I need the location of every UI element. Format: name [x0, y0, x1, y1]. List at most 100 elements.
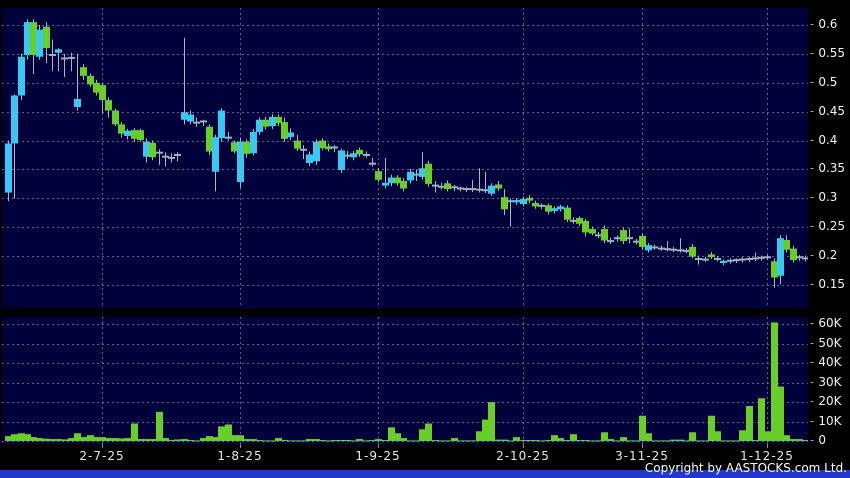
volume-bar — [783, 435, 790, 441]
volume-axis-label: -30K — [810, 376, 841, 389]
doji-mark — [570, 219, 577, 222]
volume-bar — [61, 439, 68, 441]
price-axis-label: -0.25 — [810, 220, 845, 233]
candle-body — [137, 130, 144, 140]
volume-bar — [482, 419, 489, 441]
candle-body — [520, 198, 527, 205]
doji-mark — [363, 154, 370, 156]
volume-bar — [407, 440, 414, 442]
candle-body — [338, 150, 345, 171]
volume-bar — [633, 440, 640, 442]
volume-bar — [413, 440, 420, 442]
date-tick — [642, 444, 643, 448]
volume-axis-label-value: 50K — [818, 336, 842, 350]
price-axis-label-value: 0.25 — [818, 219, 846, 233]
candle-body — [400, 181, 407, 189]
volume-bar — [306, 439, 313, 441]
candle-body — [394, 177, 401, 184]
axis-tick-dash: - — [810, 433, 815, 447]
doji-mark — [344, 154, 351, 157]
volume-bar — [538, 440, 545, 442]
candle-body — [55, 49, 62, 53]
axis-tick-dash: - — [810, 355, 815, 369]
volume-bar — [269, 440, 276, 442]
candle-body — [250, 131, 257, 154]
candle-body — [124, 130, 131, 136]
volume-bar — [231, 435, 238, 441]
candle-body — [501, 197, 508, 210]
volume-axis-label: -0 — [810, 434, 826, 447]
volume-bars-layer — [5, 322, 808, 442]
candle-body — [131, 130, 138, 139]
volume-bar — [275, 438, 282, 441]
volume-axis-label: -10K — [810, 415, 841, 428]
doji-mark — [476, 188, 483, 191]
volume-bar — [344, 440, 351, 442]
volume-bar — [495, 439, 502, 441]
doji-mark — [457, 187, 464, 190]
candle-body — [275, 116, 282, 124]
volume-bar — [206, 436, 213, 441]
candle-body — [407, 171, 414, 181]
candle-body — [425, 163, 432, 184]
candle-body — [388, 177, 395, 184]
volume-bar — [507, 440, 514, 442]
volume-bar — [388, 427, 395, 441]
volume-bar — [325, 440, 332, 442]
volume-bar — [225, 424, 232, 441]
volume-bar — [99, 437, 106, 441]
candle-body — [243, 141, 250, 154]
volume-bar — [200, 438, 207, 441]
volume-axis-label-value: 60K — [818, 316, 842, 330]
candle-body — [43, 26, 50, 49]
candle-body — [532, 202, 539, 207]
volume-bar — [720, 440, 727, 442]
price-axis-label-value: 0.15 — [818, 277, 846, 291]
volume-bar — [181, 439, 188, 441]
axis-tick-dash: - — [810, 248, 815, 262]
volume-bar — [256, 440, 263, 442]
doji-mark — [614, 237, 621, 240]
volume-bar — [24, 434, 31, 441]
candle-body — [18, 56, 25, 96]
doji-mark — [733, 259, 740, 262]
doji-mark — [739, 258, 746, 261]
copyright-text: Copyright by AASTOCKS.com Ltd. — [644, 461, 847, 475]
price-axis-label-value: 0.35 — [818, 161, 846, 175]
volume-bar — [746, 406, 753, 441]
candle-body — [488, 185, 495, 194]
volume-bar — [582, 440, 589, 442]
candle-body — [777, 238, 784, 276]
candle-body — [74, 98, 81, 108]
candle-body — [557, 206, 564, 210]
volume-bar — [338, 440, 345, 442]
candle-body — [495, 184, 502, 189]
doji-mark — [162, 155, 169, 158]
volume-bar — [771, 322, 778, 441]
doji-mark — [61, 57, 68, 60]
candle-body — [218, 110, 225, 139]
volume-bar — [68, 438, 75, 441]
volume-bar — [739, 430, 746, 441]
volume-bar — [294, 440, 301, 442]
price-axis-label: -0.15 — [810, 278, 845, 291]
volume-bar — [645, 433, 652, 441]
volume-bar — [451, 438, 458, 441]
date-label: 2-7-25 — [79, 449, 125, 463]
volume-axis-label: -60K — [810, 317, 841, 330]
doji-mark — [677, 249, 684, 252]
candle-body — [620, 230, 627, 242]
volume-bar — [105, 438, 112, 441]
doji-mark — [683, 249, 690, 252]
volume-bar — [790, 439, 797, 441]
doji-mark — [746, 258, 753, 260]
volume-bar — [526, 440, 533, 442]
volume-bar — [30, 437, 37, 441]
volume-bar — [501, 439, 508, 441]
price-axis-label-value: 0.6 — [818, 17, 838, 31]
volume-bar — [545, 440, 552, 442]
candle-body — [30, 22, 37, 56]
doji-mark — [432, 184, 439, 187]
doji-mark — [664, 248, 671, 251]
price-axis-label-value: 0.55 — [818, 46, 846, 60]
